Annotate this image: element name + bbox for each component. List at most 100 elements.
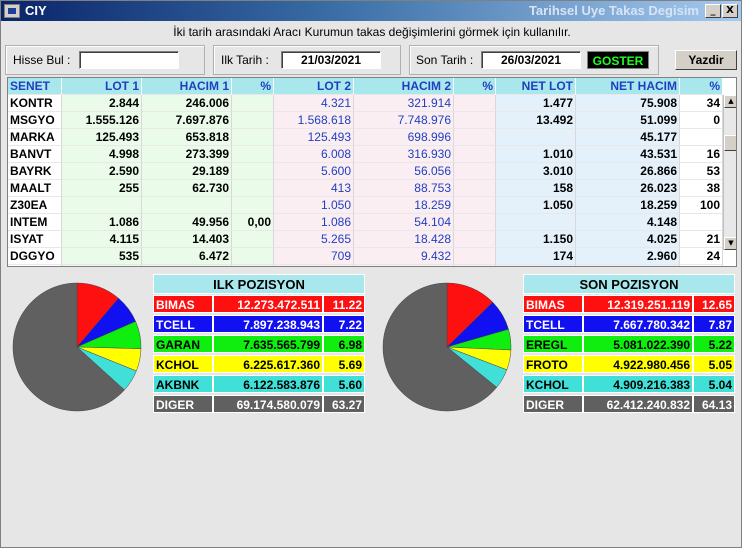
table-cell[interactable]: 316.930: [354, 146, 454, 163]
table-cell[interactable]: 4.025: [576, 231, 680, 248]
table-cell[interactable]: 2.960: [576, 248, 680, 265]
ilk-tarih-field[interactable]: 21/03/2021: [281, 51, 381, 69]
table-cell[interactable]: 4.148: [576, 214, 680, 231]
table-cell[interactable]: 45.177: [576, 129, 680, 146]
table-cell[interactable]: 34: [680, 95, 723, 112]
table-cell[interactable]: 1.050: [496, 197, 576, 214]
table-cell[interactable]: 413: [274, 180, 354, 197]
ilk-pozisyon-row[interactable]: AKBNK 6.122.583.876 5.60: [153, 375, 365, 393]
son-pozisyon-row[interactable]: BIMAS 12.319.251.119 12.65: [523, 295, 735, 313]
header-senet[interactable]: SENET: [8, 78, 62, 95]
table-cell[interactable]: 38: [680, 180, 723, 197]
ilk-pozisyon-row[interactable]: BIMAS 12.273.472.511 11.22: [153, 295, 365, 313]
table-cell[interactable]: 0: [680, 112, 723, 129]
table-cell[interactable]: 13.492: [496, 112, 576, 129]
table-cell[interactable]: 255: [62, 180, 142, 197]
son-pozisyon-row[interactable]: EREGL 5.081.022.390 5.22: [523, 335, 735, 353]
minimize-button[interactable]: _: [705, 4, 721, 18]
table-cell[interactable]: 14.403: [142, 231, 232, 248]
table-cell[interactable]: [62, 197, 142, 214]
table-cell[interactable]: [142, 197, 232, 214]
table-cell[interactable]: [454, 197, 496, 214]
header-pct3[interactable]: %: [680, 78, 723, 95]
scroll-down-arrow-icon[interactable]: ▼: [724, 237, 736, 250]
table-cell[interactable]: 53: [680, 163, 723, 180]
table-cell[interactable]: 125.493: [274, 129, 354, 146]
title-bar[interactable]: CIY Tarihsel Uye Takas Degisim _ X: [1, 1, 741, 21]
table-cell[interactable]: 62.730: [142, 180, 232, 197]
table-cell[interactable]: 75.908: [576, 95, 680, 112]
yazdir-button[interactable]: Yazdir: [675, 50, 737, 70]
ilk-pozisyon-row[interactable]: KCHOL 6.225.617.360 5.69: [153, 355, 365, 373]
table-cell[interactable]: 1.150: [496, 231, 576, 248]
table-cell[interactable]: 125.493: [62, 129, 142, 146]
table-cell[interactable]: 1.086: [62, 214, 142, 231]
table-cell[interactable]: [454, 231, 496, 248]
header-pct2[interactable]: %: [454, 78, 496, 95]
table-cell[interactable]: [454, 112, 496, 129]
table-cell[interactable]: 88.753: [354, 180, 454, 197]
table-cell[interactable]: [454, 180, 496, 197]
table-cell[interactable]: [680, 214, 723, 231]
table-cell[interactable]: [454, 129, 496, 146]
table-cell[interactable]: 29.189: [142, 163, 232, 180]
table-vertical-scrollbar[interactable]: ▲ ▼: [723, 95, 736, 250]
table-cell[interactable]: 7.697.876: [142, 112, 232, 129]
table-cell[interactable]: 16: [680, 146, 723, 163]
table-cell[interactable]: 0,00: [232, 214, 274, 231]
table-cell[interactable]: 1.050: [274, 197, 354, 214]
table-cell[interactable]: 7.748.976: [354, 112, 454, 129]
table-cell[interactable]: 56.056: [354, 163, 454, 180]
table-cell[interactable]: [496, 129, 576, 146]
table-cell[interactable]: 26.866: [576, 163, 680, 180]
table-cell[interactable]: [232, 129, 274, 146]
table-cell[interactable]: 18.428: [354, 231, 454, 248]
table-row-symbol[interactable]: ISYAT: [8, 231, 62, 248]
goster-button[interactable]: GOSTER: [587, 51, 649, 69]
table-cell[interactable]: [232, 231, 274, 248]
table-cell[interactable]: 4.998: [62, 146, 142, 163]
table-cell[interactable]: 43.531: [576, 146, 680, 163]
table-cell[interactable]: 698.996: [354, 129, 454, 146]
table-cell[interactable]: 321.914: [354, 95, 454, 112]
table-cell[interactable]: [454, 163, 496, 180]
table-cell[interactable]: 246.006: [142, 95, 232, 112]
table-row-symbol[interactable]: DGGYO: [8, 248, 62, 265]
ilk-pozisyon-row[interactable]: GARAN 7.635.565.799 6.98: [153, 335, 365, 353]
son-tarih-field[interactable]: 26/03/2021: [481, 51, 581, 69]
header-netlot[interactable]: NET LOT: [496, 78, 576, 95]
son-pozisyon-row[interactable]: KCHOL 4.909.216.383 5.04: [523, 375, 735, 393]
header-lot2[interactable]: LOT 2: [274, 78, 354, 95]
table-cell[interactable]: 158: [496, 180, 576, 197]
table-cell[interactable]: 24: [680, 248, 723, 265]
scroll-thumb[interactable]: [724, 135, 736, 151]
table-cell[interactable]: 18.259: [354, 197, 454, 214]
table-cell[interactable]: [454, 146, 496, 163]
table-row-symbol[interactable]: Z30EA: [8, 197, 62, 214]
table-cell[interactable]: [454, 248, 496, 265]
scroll-up-arrow-icon[interactable]: ▲: [724, 95, 736, 108]
table-cell[interactable]: 5.600: [274, 163, 354, 180]
table-cell[interactable]: 6.472: [142, 248, 232, 265]
table-cell[interactable]: 5.265: [274, 231, 354, 248]
table-cell[interactable]: 18.259: [576, 197, 680, 214]
table-cell[interactable]: 54.104: [354, 214, 454, 231]
table-cell[interactable]: 1.010: [496, 146, 576, 163]
table-cell[interactable]: [232, 248, 274, 265]
table-cell[interactable]: 174: [496, 248, 576, 265]
table-cell[interactable]: 273.399: [142, 146, 232, 163]
table-cell[interactable]: 6.008: [274, 146, 354, 163]
table-row-symbol[interactable]: INTEM: [8, 214, 62, 231]
son-pozisyon-row[interactable]: DIGER 62.412.240.832 64.13: [523, 395, 735, 413]
header-pct1[interactable]: %: [232, 78, 274, 95]
table-cell[interactable]: 1.477: [496, 95, 576, 112]
table-cell[interactable]: 1.555.126: [62, 112, 142, 129]
header-hacim1[interactable]: HACIM 1: [142, 78, 232, 95]
table-cell[interactable]: 49.956: [142, 214, 232, 231]
table-cell[interactable]: 2.844: [62, 95, 142, 112]
header-lot1[interactable]: LOT 1: [62, 78, 142, 95]
table-cell[interactable]: [496, 214, 576, 231]
table-cell[interactable]: 26.023: [576, 180, 680, 197]
table-cell[interactable]: [680, 129, 723, 146]
son-pozisyon-row[interactable]: FROTO 4.922.980.456 5.05: [523, 355, 735, 373]
